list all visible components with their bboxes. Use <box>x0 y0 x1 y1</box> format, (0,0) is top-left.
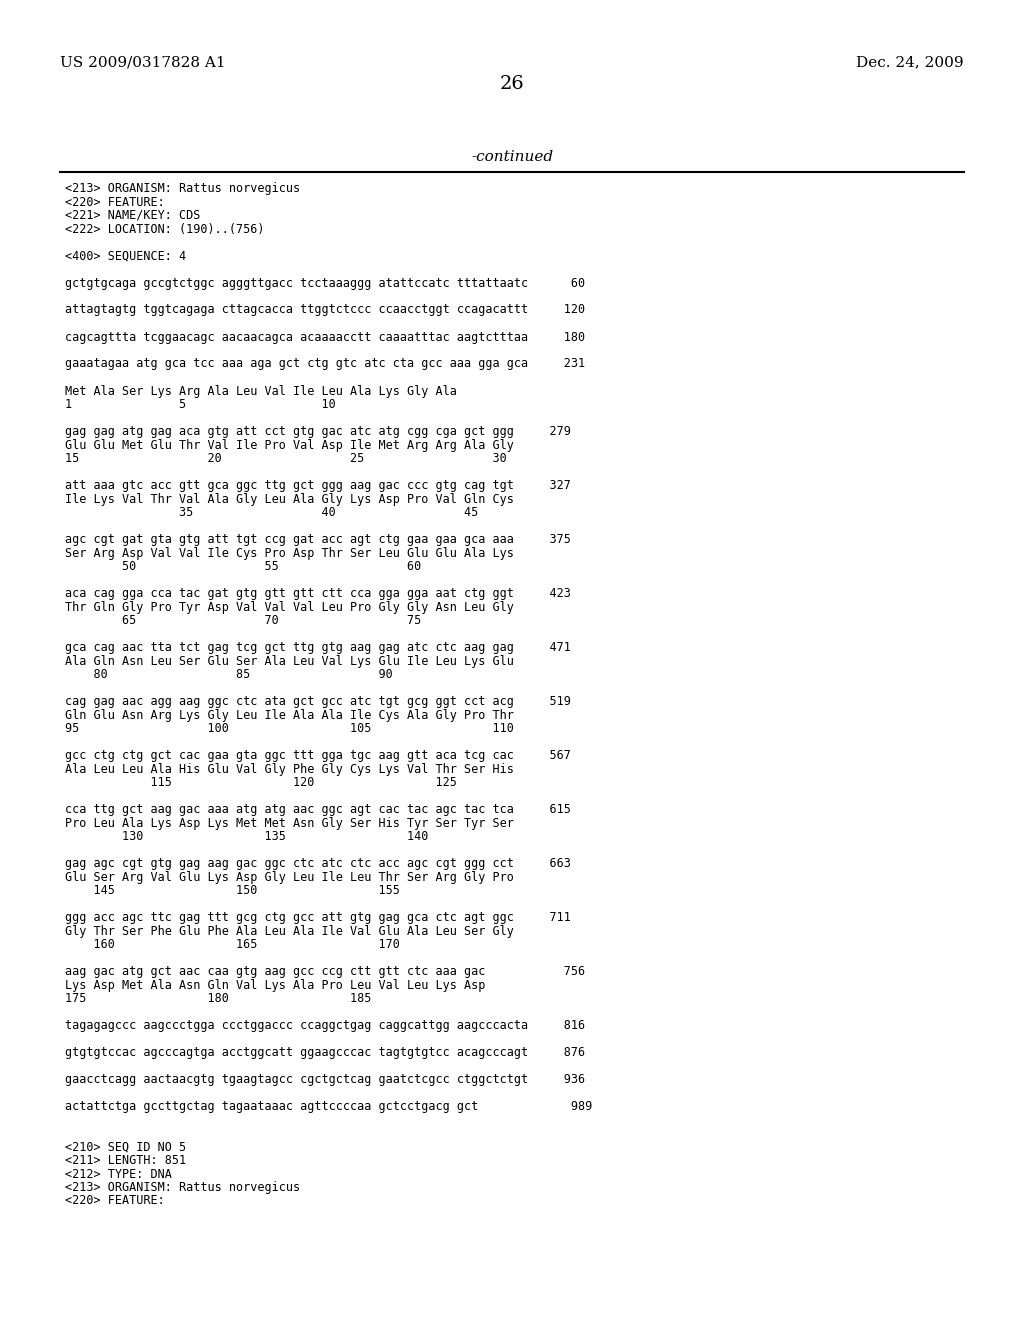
Text: gag agc cgt gtg gag aag gac ggc ctc atc ctc acc agc cgt ggg cct     663: gag agc cgt gtg gag aag gac ggc ctc atc … <box>65 857 570 870</box>
Text: Ala Gln Asn Leu Ser Glu Ser Ala Leu Val Lys Glu Ile Leu Lys Glu: Ala Gln Asn Leu Ser Glu Ser Ala Leu Val … <box>65 655 514 668</box>
Text: gaacctcagg aactaacgtg tgaagtagcc cgctgctcag gaatctcgcc ctggctctgt     936: gaacctcagg aactaacgtg tgaagtagcc cgctgct… <box>65 1073 585 1086</box>
Text: cag gag aac agg aag ggc ctc ata gct gcc atc tgt gcg ggt cct acg     519: cag gag aac agg aag ggc ctc ata gct gcc … <box>65 696 570 708</box>
Text: 175                 180                 185: 175 180 185 <box>65 993 372 1005</box>
Text: actattctga gccttgctag tagaataaac agttccccaa gctcctgacg gct             989: actattctga gccttgctag tagaataaac agttccc… <box>65 1100 592 1113</box>
Text: <213> ORGANISM: Rattus norvegicus: <213> ORGANISM: Rattus norvegicus <box>65 182 300 195</box>
Text: agc cgt gat gta gtg att tgt ccg gat acc agt ctg gaa gaa gca aaa     375: agc cgt gat gta gtg att tgt ccg gat acc … <box>65 533 570 546</box>
Text: gcc ctg ctg gct cac gaa gta ggc ttt gga tgc aag gtt aca tcg cac     567: gcc ctg ctg gct cac gaa gta ggc ttt gga … <box>65 748 570 762</box>
Text: <220> FEATURE:: <220> FEATURE: <box>65 1195 165 1208</box>
Text: -continued: -continued <box>471 150 553 164</box>
Text: attagtagtg tggtcagaga cttagcacca ttggtctccc ccaacctggt ccagacattt     120: attagtagtg tggtcagaga cttagcacca ttggtct… <box>65 304 585 317</box>
Text: Ala Leu Leu Ala His Glu Val Gly Phe Gly Cys Lys Val Thr Ser His: Ala Leu Leu Ala His Glu Val Gly Phe Gly … <box>65 763 514 776</box>
Text: ggg acc agc ttc gag ttt gcg ctg gcc att gtg gag gca ctc agt ggc     711: ggg acc agc ttc gag ttt gcg ctg gcc att … <box>65 911 570 924</box>
Text: 80                  85                  90: 80 85 90 <box>65 668 393 681</box>
Text: US 2009/0317828 A1: US 2009/0317828 A1 <box>60 55 225 69</box>
Text: tagagagccc aagccctgga ccctggaccc ccaggctgag caggcattgg aagcccacta     816: tagagagccc aagccctgga ccctggaccc ccaggct… <box>65 1019 585 1032</box>
Text: <221> NAME/KEY: CDS: <221> NAME/KEY: CDS <box>65 209 201 222</box>
Text: gaaatagaa atg gca tcc aaa aga gct ctg gtc atc cta gcc aaa gga gca     231: gaaatagaa atg gca tcc aaa aga gct ctg gt… <box>65 358 585 371</box>
Text: 160                 165                 170: 160 165 170 <box>65 939 400 950</box>
Text: att aaa gtc acc gtt gca ggc ttg gct ggg aag gac ccc gtg cag tgt     327: att aaa gtc acc gtt gca ggc ttg gct ggg … <box>65 479 570 492</box>
Text: <400> SEQUENCE: 4: <400> SEQUENCE: 4 <box>65 249 186 263</box>
Text: cca ttg gct aag gac aaa atg atg aac ggc agt cac tac agc tac tca     615: cca ttg gct aag gac aaa atg atg aac ggc … <box>65 803 570 816</box>
Text: 115                 120                 125: 115 120 125 <box>65 776 457 789</box>
Text: aca cag gga cca tac gat gtg gtt gtt ctt cca gga gga aat ctg ggt     423: aca cag gga cca tac gat gtg gtt gtt ctt … <box>65 587 570 601</box>
Text: 145                 150                 155: 145 150 155 <box>65 884 400 898</box>
Text: Gln Glu Asn Arg Lys Gly Leu Ile Ala Ala Ile Cys Ala Gly Pro Thr: Gln Glu Asn Arg Lys Gly Leu Ile Ala Ala … <box>65 709 514 722</box>
Text: <212> TYPE: DNA: <212> TYPE: DNA <box>65 1167 172 1180</box>
Text: Glu Glu Met Glu Thr Val Ile Pro Val Asp Ile Met Arg Arg Ala Gly: Glu Glu Met Glu Thr Val Ile Pro Val Asp … <box>65 438 514 451</box>
Text: Gly Thr Ser Phe Glu Phe Ala Leu Ala Ile Val Glu Ala Leu Ser Gly: Gly Thr Ser Phe Glu Phe Ala Leu Ala Ile … <box>65 924 514 937</box>
Text: <211> LENGTH: 851: <211> LENGTH: 851 <box>65 1154 186 1167</box>
Text: Thr Gln Gly Pro Tyr Asp Val Val Val Leu Pro Gly Gly Asn Leu Gly: Thr Gln Gly Pro Tyr Asp Val Val Val Leu … <box>65 601 514 614</box>
Text: 130                 135                 140: 130 135 140 <box>65 830 428 843</box>
Text: <220> FEATURE:: <220> FEATURE: <box>65 195 165 209</box>
Text: <210> SEQ ID NO 5: <210> SEQ ID NO 5 <box>65 1140 186 1154</box>
Text: 35                  40                  45: 35 40 45 <box>65 506 478 519</box>
Text: aag gac atg gct aac caa gtg aag gcc ccg ctt gtt ctc aaa gac           756: aag gac atg gct aac caa gtg aag gcc ccg … <box>65 965 585 978</box>
Text: 15                  20                  25                  30: 15 20 25 30 <box>65 451 507 465</box>
Text: 1               5                   10: 1 5 10 <box>65 399 336 411</box>
Text: Lys Asp Met Ala Asn Gln Val Lys Ala Pro Leu Val Leu Lys Asp: Lys Asp Met Ala Asn Gln Val Lys Ala Pro … <box>65 978 485 991</box>
Text: 50                  55                  60: 50 55 60 <box>65 560 421 573</box>
Text: Dec. 24, 2009: Dec. 24, 2009 <box>856 55 964 69</box>
Text: gctgtgcaga gccgtctggc agggttgacc tcctaaaggg atattccatc tttattaatc      60: gctgtgcaga gccgtctggc agggttgacc tcctaaa… <box>65 276 585 289</box>
Text: <213> ORGANISM: Rattus norvegicus: <213> ORGANISM: Rattus norvegicus <box>65 1181 300 1195</box>
Text: Ile Lys Val Thr Val Ala Gly Leu Ala Gly Lys Asp Pro Val Gln Cys: Ile Lys Val Thr Val Ala Gly Leu Ala Gly … <box>65 492 514 506</box>
Text: gca cag aac tta tct gag tcg gct ttg gtg aag gag atc ctc aag gag     471: gca cag aac tta tct gag tcg gct ttg gtg … <box>65 642 570 653</box>
Text: Ser Arg Asp Val Val Ile Cys Pro Asp Thr Ser Leu Glu Glu Ala Lys: Ser Arg Asp Val Val Ile Cys Pro Asp Thr … <box>65 546 514 560</box>
Text: Glu Ser Arg Val Glu Lys Asp Gly Leu Ile Leu Thr Ser Arg Gly Pro: Glu Ser Arg Val Glu Lys Asp Gly Leu Ile … <box>65 870 514 883</box>
Text: Pro Leu Ala Lys Asp Lys Met Met Asn Gly Ser His Tyr Ser Tyr Ser: Pro Leu Ala Lys Asp Lys Met Met Asn Gly … <box>65 817 514 829</box>
Text: gag gag atg gag aca gtg att cct gtg gac atc atg cgg cga gct ggg     279: gag gag atg gag aca gtg att cct gtg gac … <box>65 425 570 438</box>
Text: 65                  70                  75: 65 70 75 <box>65 614 421 627</box>
Text: gtgtgtccac agcccagtga acctggcatt ggaagcccac tagtgtgtcc acagcccagt     876: gtgtgtccac agcccagtga acctggcatt ggaagcc… <box>65 1045 585 1059</box>
Text: cagcagttta tcggaacagc aacaacagca acaaaacctt caaaatttac aagtctttaa     180: cagcagttta tcggaacagc aacaacagca acaaaac… <box>65 330 585 343</box>
Text: 26: 26 <box>500 75 524 92</box>
Text: <222> LOCATION: (190)..(756): <222> LOCATION: (190)..(756) <box>65 223 264 235</box>
Text: 95                  100                 105                 110: 95 100 105 110 <box>65 722 514 735</box>
Text: Met Ala Ser Lys Arg Ala Leu Val Ile Leu Ala Lys Gly Ala: Met Ala Ser Lys Arg Ala Leu Val Ile Leu … <box>65 384 457 397</box>
